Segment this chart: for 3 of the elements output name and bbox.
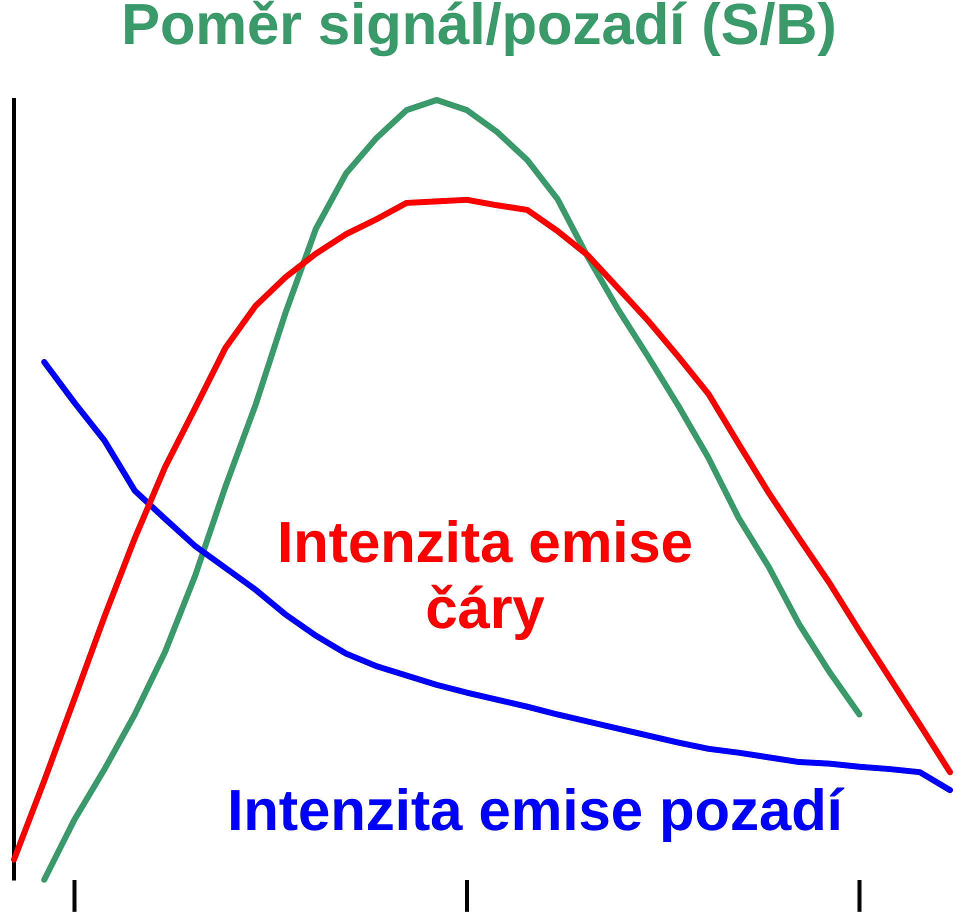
series-label: Intenzita emise pozadí bbox=[226, 778, 846, 844]
series-label: Intenzita emise čáry bbox=[276, 510, 694, 642]
series-label: Poměr signál/pozadí (S/B) bbox=[120, 0, 838, 58]
